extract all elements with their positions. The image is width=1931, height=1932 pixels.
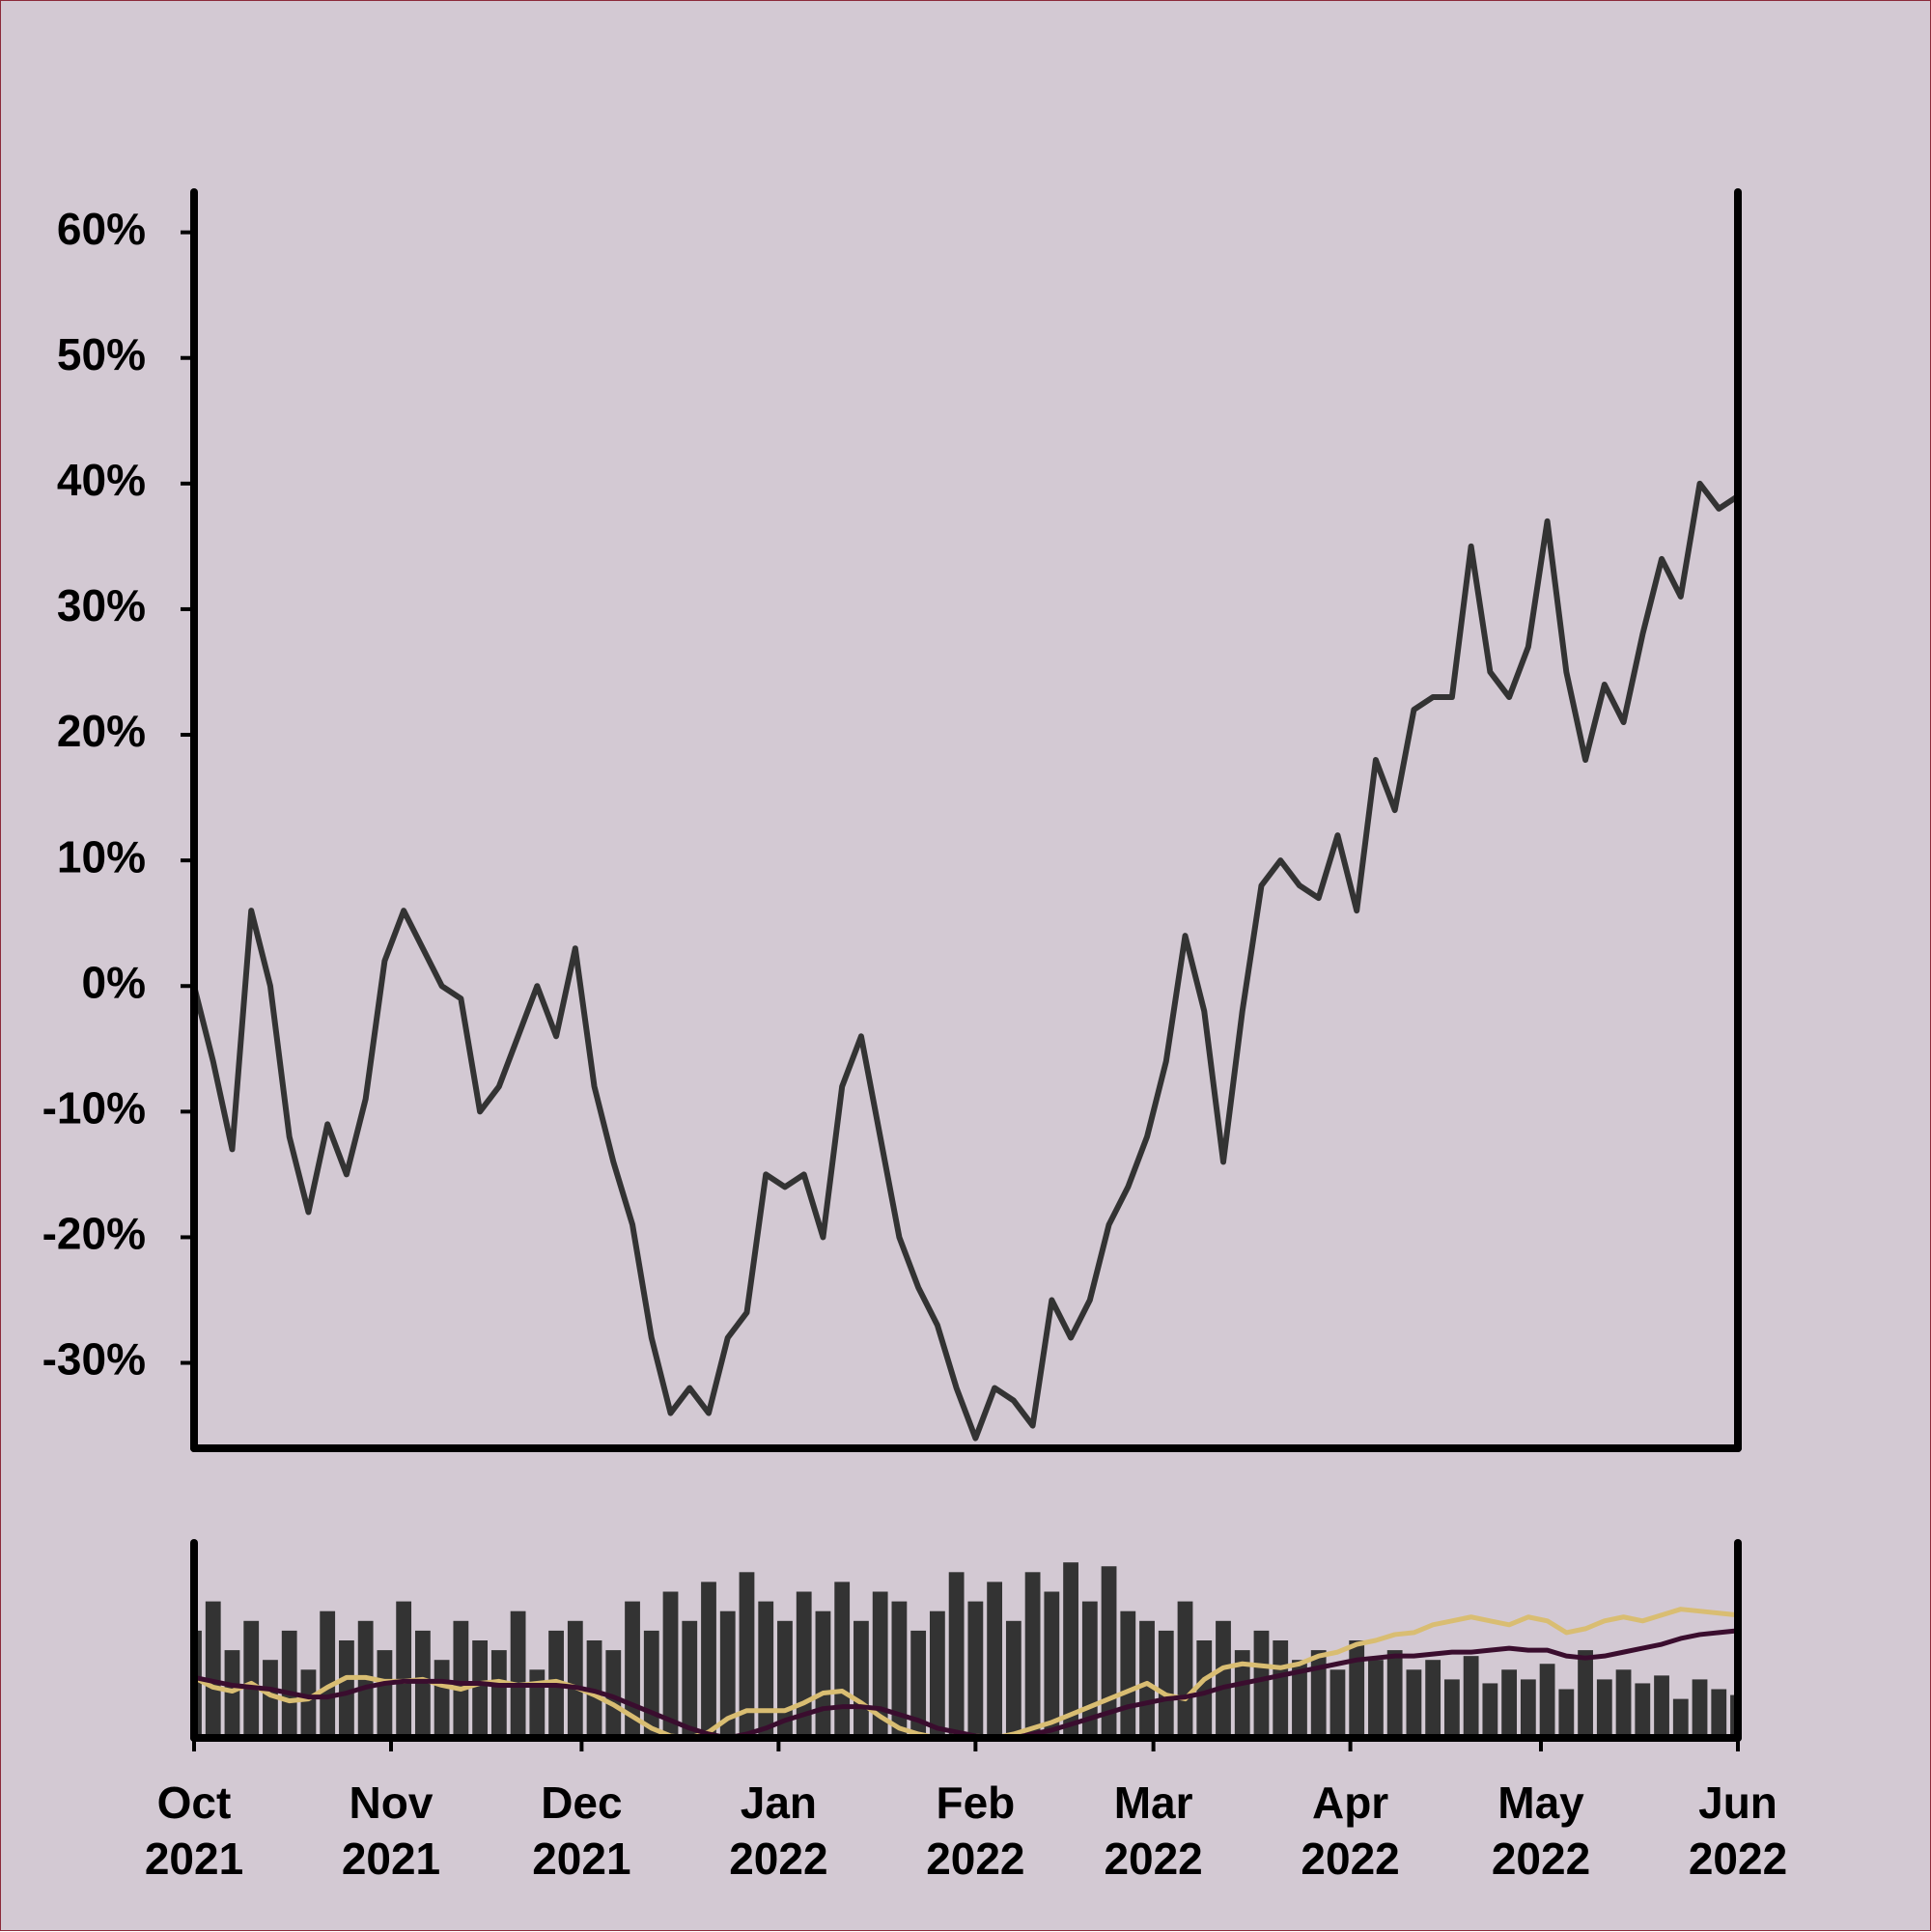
volume-bar [414,1630,431,1738]
volume-bar [1310,1650,1327,1738]
volume-bar [263,1660,278,1738]
x-tick-label: May 2022 [1491,1778,1591,1884]
volume-bar [396,1601,412,1738]
volume-bar [300,1669,317,1738]
volume-bar [1349,1640,1365,1738]
volume-bar [1615,1669,1632,1738]
volume-bar [281,1630,297,1738]
volume-bar [377,1650,393,1738]
x-tick-label: Apr 2022 [1301,1778,1400,1884]
volume-bar [1253,1630,1270,1738]
x-tick-label: Oct 2021 [144,1778,244,1884]
volume-bar [758,1601,774,1738]
volume-bar [948,1572,965,1738]
volume-bar [434,1660,450,1738]
volume-bar [1425,1660,1441,1738]
volume-bar [1044,1591,1060,1738]
x-tick-label: Jun 2022 [1688,1778,1788,1884]
y-tick-label: -30% [42,1334,146,1385]
volume-bar [1539,1664,1555,1738]
x-tick-label: Nov 2021 [341,1778,441,1884]
volume-bar [1654,1675,1669,1738]
volume-bar [490,1650,507,1738]
volume-bar [910,1630,927,1738]
volume-bar [1692,1679,1708,1738]
volume-bar [224,1650,240,1738]
volume-bar [1368,1660,1384,1738]
y-tick-label: 10% [57,831,146,882]
x-tick-label: Dec 2021 [532,1778,631,1884]
volume-bar [872,1591,888,1738]
volume-bar [1672,1698,1689,1738]
volume-bar [643,1630,659,1738]
x-tick-label: Mar 2022 [1104,1778,1203,1884]
volume-bar [1158,1630,1174,1738]
volume-bar [1177,1601,1193,1738]
volume-bar [739,1572,755,1738]
volume-bar [472,1640,489,1738]
volume-bar [453,1620,469,1738]
y-tick-label: 20% [57,706,146,756]
volume-bar [1711,1689,1727,1738]
volume-bar [1063,1562,1078,1738]
volume-bar [854,1620,869,1738]
volume-bar [1558,1689,1575,1738]
volume-bar [1406,1669,1422,1738]
volume-bar [1329,1669,1346,1738]
volume-bar [339,1640,354,1738]
volume-bar [1273,1640,1289,1738]
volume-bar [1596,1679,1612,1738]
volume-bar [891,1601,908,1738]
volume-bar [1196,1640,1213,1738]
volume-bar [1120,1610,1136,1738]
volume-bar [1234,1650,1250,1738]
line-series [194,1628,1739,1738]
y-tick-label: 30% [57,580,146,630]
volume-bar [662,1591,679,1738]
y-tick-label: 50% [57,329,146,379]
y-tick-label: 40% [57,455,146,505]
volume-bar [605,1650,622,1738]
volume-bar [205,1601,221,1738]
volume-bar [529,1669,546,1738]
volume-bar [1578,1650,1593,1738]
volume-bar [1463,1656,1479,1738]
volume-bar [1216,1620,1231,1738]
volume-bar [987,1582,1003,1738]
y-tick-label: 0% [82,957,146,1007]
volume-bar [967,1601,984,1738]
volume-bar [1386,1650,1403,1738]
volume-bar [1635,1683,1651,1738]
volume-bar [567,1620,583,1738]
volume-bar [834,1582,851,1738]
y-tick-label: -20% [42,1209,146,1259]
volume-bar [1292,1660,1307,1738]
volume-bar [682,1620,698,1738]
line-series [194,480,1739,1442]
volume-bar [320,1610,336,1738]
x-tick-label: Jan 2022 [729,1778,828,1884]
y-tick-label: 60% [57,204,146,254]
volume-bar [510,1610,526,1738]
volume-bar [815,1610,831,1738]
plot-area [194,480,1739,1442]
volume-bar [1005,1620,1021,1738]
volume-bar [1443,1679,1460,1738]
volume-bar [243,1620,260,1738]
x-tick-label: Feb 2022 [926,1778,1025,1884]
volume-bar [1024,1572,1041,1738]
volume-bar [701,1582,716,1738]
volume-bar [1139,1620,1155,1738]
y-tick-label: -10% [42,1082,146,1133]
volume-bar [719,1610,736,1738]
volume-bar [1501,1669,1518,1738]
volume-bar [1482,1683,1498,1738]
plot-area [194,1562,1739,1738]
volume-bar [929,1610,945,1738]
volume-bar [1520,1679,1536,1738]
